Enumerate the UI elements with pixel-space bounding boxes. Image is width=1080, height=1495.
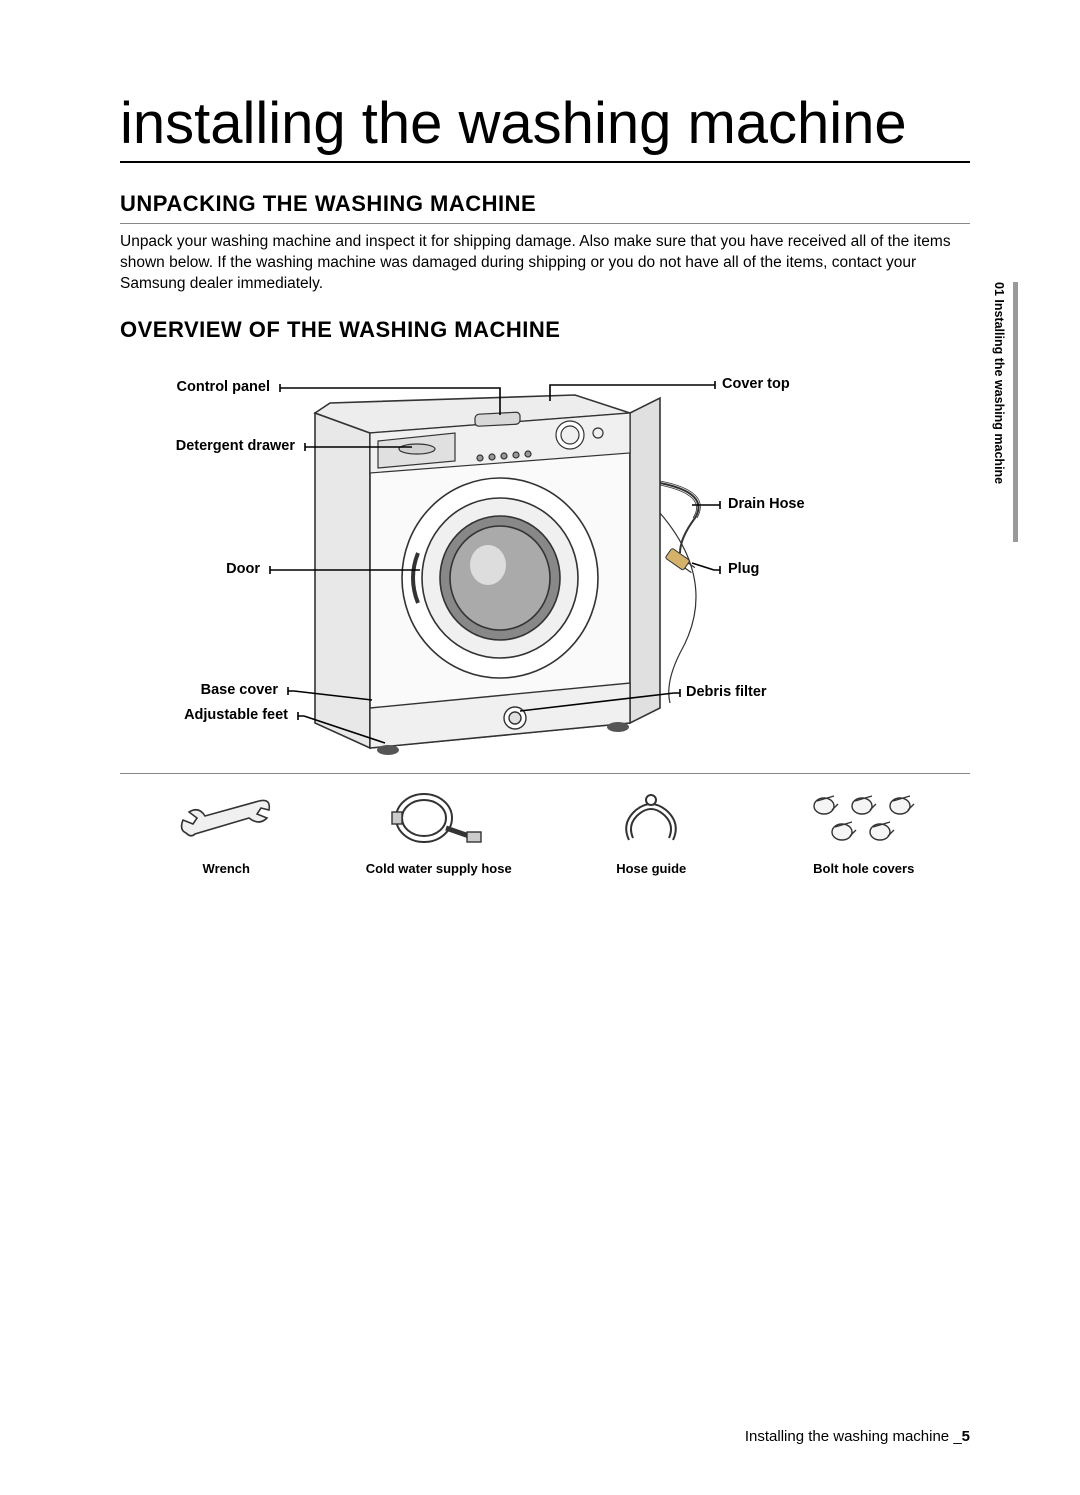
unpacking-text: Unpack your washing machine and inspect … <box>120 232 970 295</box>
accessory-bolt-covers: Bolt hole covers <box>758 788 971 876</box>
page-footer: Installing the washing machine _5 <box>745 1428 970 1445</box>
label-adjustable-feet: Adjustable feet <box>184 707 288 723</box>
accessories-row: Wrench Cold water supply hose <box>120 773 970 876</box>
label-cover-top: Cover top <box>722 376 790 392</box>
accessory-hose-guide: Hose guide <box>545 788 758 876</box>
accessory-cold-hose-label: Cold water supply hose <box>333 861 546 876</box>
accessory-wrench-label: Wrench <box>120 861 333 876</box>
side-tab: 01 Installing the washing machine <box>990 282 1012 602</box>
washing-machine-illustration <box>120 353 950 763</box>
footer-text: Installing the washing machine _ <box>745 1428 962 1445</box>
label-drain-hose: Drain Hose <box>728 496 805 512</box>
label-control-panel: Control panel <box>177 379 270 395</box>
label-debris-filter: Debris filter <box>686 684 767 700</box>
overview-diagram: Control panel Detergent drawer Door Base… <box>120 353 950 763</box>
accessory-bolt-covers-label: Bolt hole covers <box>758 861 971 876</box>
unpacking-heading: UNPACKING THE WASHING MACHINE <box>120 191 970 224</box>
label-detergent-drawer: Detergent drawer <box>176 438 295 454</box>
footer-page-number: 5 <box>962 1428 970 1445</box>
accessory-wrench: Wrench <box>120 788 333 876</box>
label-plug: Plug <box>728 561 759 577</box>
label-door: Door <box>226 561 260 577</box>
side-tab-text: 01 Installing the washing machine <box>992 282 1006 484</box>
accessory-hose-guide-label: Hose guide <box>545 861 758 876</box>
accessory-cold-hose: Cold water supply hose <box>333 788 546 876</box>
page-title: installing the washing machine <box>120 90 970 163</box>
overview-heading: OVERVIEW OF THE WASHING MACHINE <box>120 317 970 343</box>
label-base-cover: Base cover <box>201 682 278 698</box>
